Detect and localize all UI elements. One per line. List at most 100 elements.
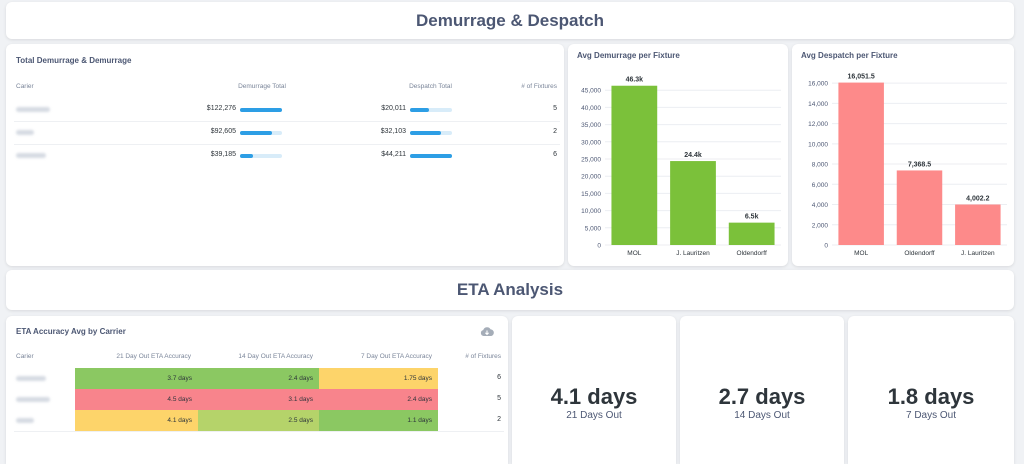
eta-21-day-cell: 4.1 days xyxy=(75,410,198,431)
table-row[interactable]: $122,276 $20,011 5 xyxy=(6,99,564,121)
y-tick-label: 14,000 xyxy=(808,101,828,108)
eta-accuracy-card: ETA Accuracy Avg by Carrier Carier 21 Da… xyxy=(6,316,508,464)
y-tick-label: 0 xyxy=(824,243,828,250)
x-tick-label: MOL xyxy=(854,250,868,257)
column-header-21-day[interactable]: 21 Day Out ETA Accuracy xyxy=(116,353,191,360)
y-tick-label: 12,000 xyxy=(808,121,828,128)
carrier-name-redacted xyxy=(16,376,46,381)
despatch-total-value: $20,011 xyxy=(381,105,406,112)
y-tick-label: 10,000 xyxy=(808,141,828,148)
despatch-bar-fill xyxy=(410,131,441,135)
y-tick-label: 0 xyxy=(597,243,601,250)
y-tick-label: 35,000 xyxy=(581,122,601,129)
column-header-7-day[interactable]: 7 Day Out ETA Accuracy xyxy=(360,353,432,360)
eta-14-day-cell: 2.5 days xyxy=(198,410,319,431)
eta-21-day-cell: 4.5 days xyxy=(75,389,198,410)
bar xyxy=(955,204,1001,245)
bar xyxy=(896,170,943,245)
y-tick-label: 8,000 xyxy=(812,162,829,169)
section-title: ETA Analysis xyxy=(456,280,564,299)
cloud-download-icon[interactable] xyxy=(480,324,494,337)
bar xyxy=(611,85,658,245)
demurrage-bar-fill xyxy=(240,154,254,158)
fixtures-value: 6 xyxy=(553,151,557,158)
y-tick-label: 16,000 xyxy=(808,81,828,88)
kpi-card-14-days: 2.7 days 14 Days Out xyxy=(680,316,844,464)
avg-despatch-chart: 0 2,000 4,000 6,000 8,000 10,000 12,000 14,000 1… xyxy=(808,74,1007,257)
bar-value-label: 4,002.2 xyxy=(966,196,989,203)
x-tick-label: J. Lauritzen xyxy=(676,250,710,257)
y-tick-label: 4,000 xyxy=(812,202,829,209)
x-tick-label: Oldendorff xyxy=(737,250,767,257)
bar xyxy=(838,82,884,245)
column-header-carrier[interactable]: Carier xyxy=(16,83,34,90)
demurrage-total-value: $122,276 xyxy=(206,105,236,112)
bar-value-label: 6.5k xyxy=(745,214,759,221)
demurrage-bar xyxy=(240,108,282,112)
kpi-value: 1.8 days xyxy=(887,384,975,409)
row-divider xyxy=(14,144,560,145)
fixtures-value: 2 xyxy=(497,416,501,423)
table-row[interactable]: 3.7 days 2.4 days 1.75 days 6 xyxy=(6,368,508,389)
carrier-name-redacted xyxy=(16,418,34,423)
bar xyxy=(670,161,716,245)
despatch-total-value: $32,103 xyxy=(380,128,406,135)
fixtures-value: 2 xyxy=(553,128,557,135)
y-tick-label: 15,000 xyxy=(581,191,601,198)
bar-value-label: 16,051.5 xyxy=(848,74,875,81)
y-tick-label: 45,000 xyxy=(581,88,601,95)
demurrage-bar xyxy=(240,154,282,158)
kpi-card-21-days: 4.1 days 21 Days Out xyxy=(512,316,676,464)
despatch-bar xyxy=(410,154,452,158)
avg-despatch-chart-card: Avg Despatch per Fixture 0 2,000 4,000 6,00… xyxy=(792,44,1014,266)
kpi-card-7-days: 1.8 days 7 Days Out xyxy=(848,316,1014,464)
fixtures-value: 6 xyxy=(497,374,501,381)
x-tick-label: MOL xyxy=(627,250,641,257)
carrier-name-redacted xyxy=(16,130,34,135)
despatch-bar-fill xyxy=(410,108,429,112)
eta-7-day-cell: 2.4 days xyxy=(319,389,438,410)
eta-7-day-cell: 1.1 days xyxy=(319,410,438,431)
dashboard-header-eta: ETA Analysis xyxy=(6,270,1014,310)
column-header-fixtures[interactable]: # of Fixtures xyxy=(465,353,501,360)
despatch-bar-fill xyxy=(410,154,452,158)
y-tick-label: 10,000 xyxy=(581,208,601,215)
column-header-carrier[interactable]: Carier xyxy=(16,353,34,360)
column-header-despatch-total[interactable]: Despatch Total xyxy=(409,83,452,90)
table-row[interactable]: 4.1 days 2.5 days 1.1 days 2 xyxy=(6,410,508,431)
table-row[interactable]: $92,605 $32,103 2 xyxy=(6,122,564,144)
bar-value-label: 46.3k xyxy=(626,77,644,84)
y-tick-label: 2,000 xyxy=(812,222,829,229)
eta-14-day-cell: 2.4 days xyxy=(198,368,319,389)
y-tick-label: 20,000 xyxy=(581,174,601,181)
bar-value-label: 7,368.5 xyxy=(908,161,931,168)
x-tick-label: J. Lauritzen xyxy=(961,250,995,257)
table-row[interactable]: $39,185 $44,211 6 xyxy=(6,145,564,167)
kpi-value: 2.7 days xyxy=(718,384,806,409)
y-tick-label: 5,000 xyxy=(585,225,602,232)
total-demurrage-card: Total Demurrage & Demurrage Carier Demur… xyxy=(6,44,564,266)
x-tick-label: Oldendorff xyxy=(904,250,934,257)
demurrage-total-value: $92,605 xyxy=(210,128,236,135)
row-divider xyxy=(14,121,560,122)
section-title: Demurrage & Despatch xyxy=(415,10,604,30)
demurrage-bar xyxy=(240,131,282,135)
column-header-14-day[interactable]: 14 Day Out ETA Accuracy xyxy=(238,353,313,360)
y-tick-label: 25,000 xyxy=(581,157,601,164)
card-title: Total Demurrage & Demurrage xyxy=(16,56,132,65)
chart-title: Avg Demurrage per Fixture xyxy=(577,51,680,60)
table-row[interactable]: 4.5 days 3.1 days 2.4 days 5 xyxy=(6,389,508,410)
despatch-bar xyxy=(410,131,452,135)
eta-14-day-cell: 3.1 days xyxy=(198,389,319,410)
dashboard-header-demurrage: Demurrage & Despatch xyxy=(6,2,1014,39)
kpi-label: 7 Days Out xyxy=(905,410,957,421)
card-title: ETA Accuracy Avg by Carrier xyxy=(16,327,126,336)
carrier-name-redacted xyxy=(16,153,46,158)
y-tick-label: 6,000 xyxy=(812,182,829,189)
column-header-demurrage-total[interactable]: Demurrage Total xyxy=(238,83,286,90)
column-header-fixtures[interactable]: # of Fixtures xyxy=(521,83,557,90)
bar xyxy=(728,222,775,245)
carrier-name-redacted xyxy=(16,397,50,402)
demurrage-total-value: $39,185 xyxy=(210,151,236,158)
y-tick-label: 40,000 xyxy=(581,105,601,112)
